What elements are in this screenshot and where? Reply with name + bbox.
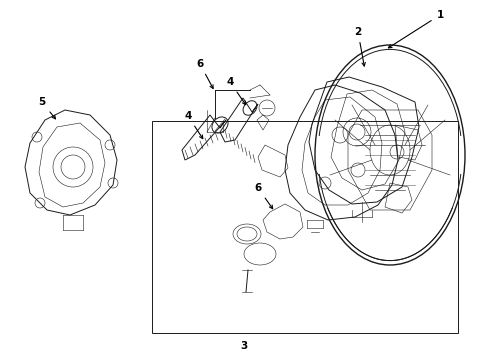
Text: 1: 1 [389,10,443,48]
Bar [152,121,458,333]
Text: 5: 5 [38,97,55,119]
Text: 3: 3 [241,341,247,351]
Text: 2: 2 [354,27,366,66]
Text: 4: 4 [226,77,245,105]
Text: 4: 4 [184,111,203,139]
Text: 6: 6 [254,183,272,209]
Text: 6: 6 [196,59,213,89]
